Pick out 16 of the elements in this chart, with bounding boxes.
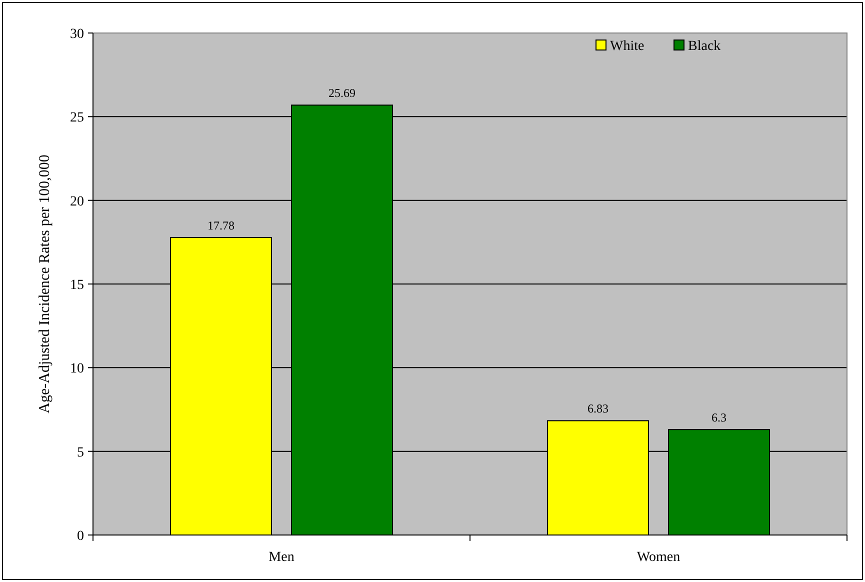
y-tick-label: 30 <box>70 27 84 42</box>
x-tick-label: Men <box>268 550 294 565</box>
legend-label: Black <box>688 39 721 54</box>
data-label: 17.78 <box>207 218 234 232</box>
y-tick-label: 0 <box>77 529 84 544</box>
y-tick-label: 15 <box>70 278 84 293</box>
data-label: 6.3 <box>712 410 727 425</box>
data-label: 25.69 <box>328 86 356 100</box>
x-tick-label: Women <box>636 550 680 565</box>
y-tick-label: 5 <box>77 445 84 460</box>
y-tick-label: 20 <box>70 194 84 210</box>
y-tick-label: 10 <box>70 362 84 377</box>
legend-label: White <box>610 39 644 54</box>
y-axis-title: Age-Adjusted Incidence Rates per 100,000 <box>37 154 53 414</box>
y-tick-label: 25 <box>70 110 84 126</box>
data-label: 6.83 <box>587 402 608 416</box>
